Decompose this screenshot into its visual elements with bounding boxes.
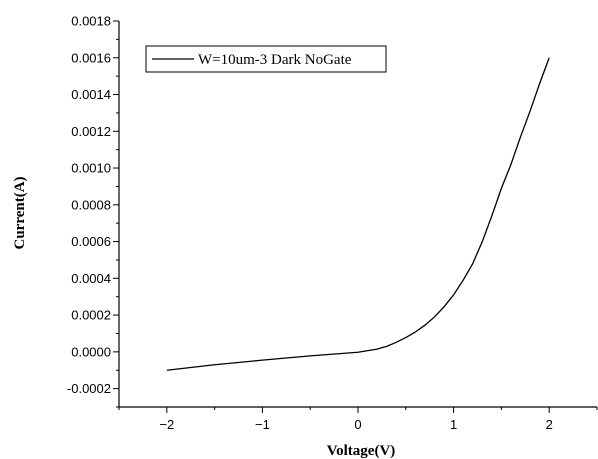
y-tick-label: 0.0016	[71, 50, 111, 65]
y-tick-label: 0.0006	[71, 234, 111, 249]
y-tick-label: 0.0000	[71, 344, 111, 359]
x-tick-label: 1	[450, 417, 457, 432]
y-tick-label: 0.0010	[71, 161, 111, 176]
legend-label: W=10um-3 Dark NoGate	[198, 52, 352, 68]
y-tick-label: 0.0002	[71, 308, 111, 323]
y-tick-label: 0.0014	[71, 87, 111, 102]
y-tick-label: 0.0018	[71, 14, 111, 29]
legend: W=10um-3 Dark NoGate	[145, 45, 387, 73]
y-tick-label: 0.0004	[71, 271, 111, 286]
x-tick-label: −2	[159, 417, 174, 432]
series-layer	[166, 57, 550, 371]
x-tick-label: 2	[546, 417, 553, 432]
y-axis-title: Current(A)	[12, 176, 28, 249]
y-tick-label: 0.0012	[71, 124, 111, 139]
plot-frame	[118, 21, 597, 408]
x-tick-label: 0	[354, 417, 361, 432]
y-axis: -0.0002 0.0000 0.0002 0.0004 0.0006 0.0008 0.0…	[67, 14, 119, 408]
y-tick-label: -0.0002	[67, 381, 111, 396]
x-axis-title: Voltage(V)	[327, 443, 396, 459]
series-line	[166, 57, 550, 371]
x-axis: −2 −1 0 1 2	[118, 407, 598, 432]
y-tick-label: 0.0008	[71, 197, 111, 212]
x-tick-label: −1	[255, 417, 270, 432]
